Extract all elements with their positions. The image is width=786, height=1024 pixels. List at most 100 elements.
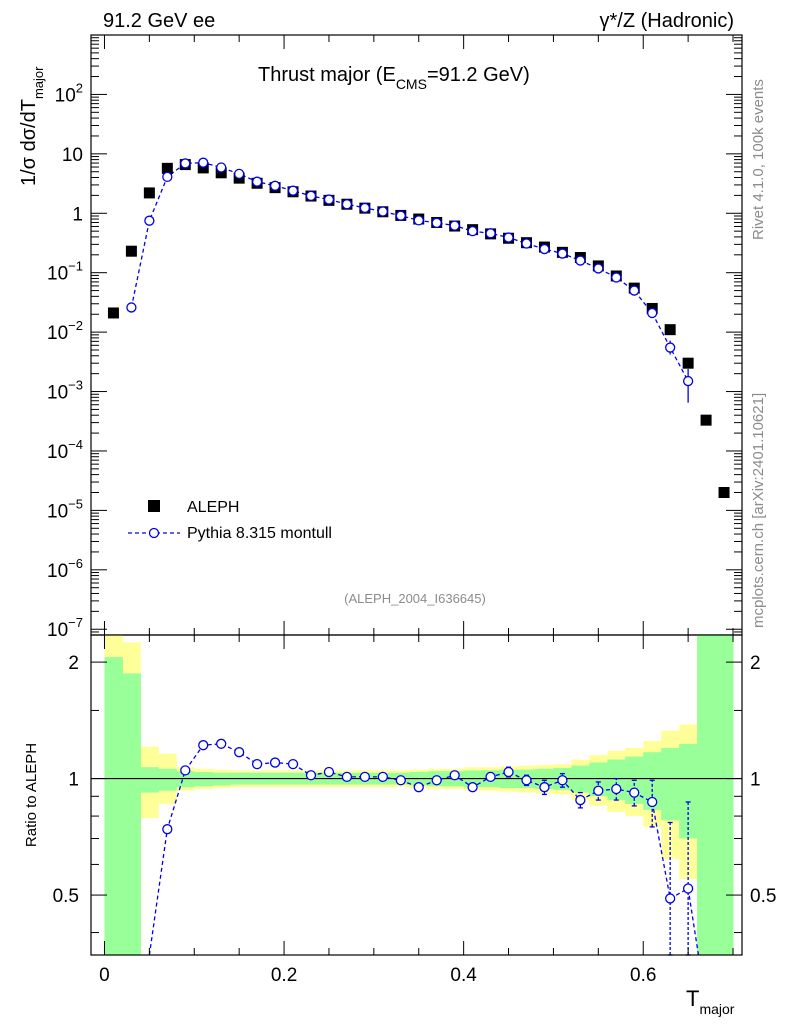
aleph-point — [718, 487, 730, 499]
legend-pythia-marker — [148, 527, 160, 539]
mc-line — [130, 162, 689, 382]
mc-point — [144, 215, 155, 226]
stat-band — [104, 657, 123, 955]
main-plot-area — [107, 157, 730, 499]
ratio-mc-point — [305, 770, 317, 781]
ratio-mc-point — [503, 766, 514, 778]
ratio-y-tick-label: 1 — [68, 770, 79, 791]
mc-point — [269, 180, 281, 191]
x-tick-label: 0.4 — [450, 965, 477, 986]
mc-point — [449, 220, 460, 231]
ratio-mc-point — [180, 765, 191, 776]
ratio-mc-point — [467, 782, 478, 793]
stat-band — [158, 768, 177, 791]
stat-band — [589, 762, 608, 797]
aleph-point — [125, 245, 137, 257]
x-axis-label: Tmajor — [686, 986, 735, 1017]
ratio-mc-point — [647, 796, 658, 808]
mc-point — [162, 171, 173, 183]
y-tick-label: 10−6 — [47, 556, 83, 582]
stat-band — [140, 767, 159, 793]
ratio-x-axis: 0 0.2 0.4 0.6 — [99, 635, 734, 986]
mc-point — [126, 302, 137, 313]
mc-point — [485, 228, 496, 239]
y-tick-label: 10−1 — [47, 259, 83, 285]
ratio-mc-point — [521, 775, 532, 786]
main-title: Thrust major (ECMS=91.2 GeV) — [258, 64, 530, 92]
main-y-axis-label: 1/σ dσ/dTmajor — [18, 66, 46, 186]
mc-point — [682, 375, 694, 387]
ratio-mc-point — [629, 787, 640, 798]
y-tick-label: 10−5 — [47, 496, 83, 522]
ratio-y-tick-label: 0.5 — [53, 886, 79, 907]
ratio-mc-point — [323, 766, 335, 778]
analysis-watermark: (ALEPH_2004_I636645) — [344, 591, 486, 606]
legend-aleph-marker — [148, 500, 160, 512]
mc-point — [431, 217, 442, 228]
mc-point — [521, 238, 532, 249]
mc-point — [395, 210, 406, 221]
ratio-frame — [90, 634, 743, 956]
y-tick-label: 10 — [62, 145, 83, 166]
stat-band — [122, 673, 141, 955]
ratio-mc-point — [198, 740, 209, 751]
aleph-point — [107, 307, 119, 319]
ratio-y-axis: 2 2 1 1 0.5 0.5 — [53, 653, 776, 934]
y-tick-label: 1 — [72, 204, 83, 225]
mc-point — [503, 232, 514, 243]
ratio-y-tick-label-right: 1 — [750, 770, 761, 791]
main-x-ticks — [103, 35, 734, 635]
y-tick-label: 102 — [55, 80, 83, 106]
aleph-point — [682, 357, 694, 369]
mc-point — [557, 248, 568, 259]
mc-point — [629, 285, 640, 296]
ratio-mc-point — [377, 771, 388, 783]
aleph-point — [700, 414, 712, 426]
ratio-y-tick-label-right: 0.5 — [750, 886, 776, 907]
mc-point — [198, 157, 209, 168]
ratio-mc-point — [395, 775, 406, 786]
mc-point — [341, 199, 353, 210]
mc-point — [180, 158, 191, 169]
mc-point — [467, 226, 478, 237]
ratio-plot-area — [91, 635, 742, 956]
ratio-mc-point — [413, 782, 424, 793]
stat-band — [661, 747, 680, 821]
mcplots-label: mcplots.cern.ch [arXiv:2401.10621] — [750, 393, 767, 628]
stat-band — [697, 635, 716, 955]
mc-point — [216, 162, 227, 173]
header-right: γ*/Z (Hadronic) — [600, 10, 734, 32]
main-y-axis: 102 10 1 10−1 10−2 10−3 10−4 10−5 10−6 10−7 — [47, 37, 742, 641]
ratio-mc-point — [611, 783, 622, 795]
x-tick-label: 0.2 — [271, 965, 297, 986]
mc-point — [377, 206, 388, 217]
y-tick-label: 10−4 — [47, 437, 83, 463]
ratio-mc-point — [557, 775, 568, 786]
main-panel: 102 10 1 10−1 10−2 10−3 10−4 10−5 10−6 10−7 Thrus… — [18, 34, 743, 641]
ratio-mc-point — [682, 883, 694, 894]
mc-point — [413, 215, 424, 226]
main-frame — [90, 34, 743, 636]
aleph-point — [143, 187, 155, 199]
ratio-mc-point — [341, 771, 353, 783]
y-tick-label: 10−7 — [47, 615, 83, 641]
aleph-point — [664, 324, 676, 336]
legend-aleph-label: ALEPH — [187, 499, 239, 516]
ratio-mc-point — [359, 771, 371, 783]
ratio-y-axis-label: Ratio to ALEPH — [23, 743, 40, 847]
mc-point — [251, 176, 263, 187]
mc-point — [611, 272, 622, 283]
ratio-mc-point — [269, 757, 281, 768]
rivet-label: Rivet 4.1.0, 100k events — [750, 79, 767, 240]
legend: ALEPH Pythia 8.315 montull — [128, 499, 332, 542]
legend-pythia-label: Pythia 8.315 montull — [187, 525, 332, 542]
mc-point — [359, 202, 371, 214]
ratio-mc-point — [162, 824, 173, 835]
mc-point — [575, 255, 586, 266]
ratio-mc-point — [251, 758, 263, 770]
ratio-panel: 2 2 1 1 0.5 0.5 0 0.2 0.4 0.6 Ratio to ALEPH Tma… — [23, 634, 776, 1017]
ratio-mc-point — [449, 770, 460, 781]
ratio-mc-point — [485, 771, 496, 783]
ratio-y-tick-label-right: 2 — [750, 653, 761, 674]
